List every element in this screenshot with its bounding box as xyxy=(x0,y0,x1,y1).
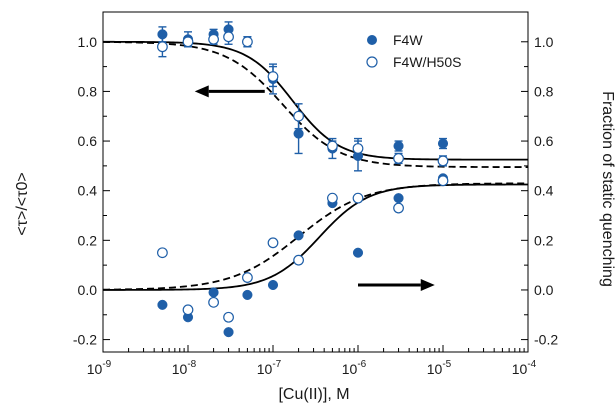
data-point-f4w-h50s-left xyxy=(327,140,338,152)
data-point-f4w-right xyxy=(223,327,234,338)
data-point-f4w-h50s-right xyxy=(327,192,338,204)
axis-ticks: 10-9 10-8 10-7 10-6 10-5 10-4 -0.2 -0.2 0.0 0.0 0.… xyxy=(73,34,558,377)
y-left-tick-label: 1.0 xyxy=(78,34,98,50)
legend-marker-f4w xyxy=(367,35,377,45)
x-tick-label: 10-8 xyxy=(172,359,197,377)
data-point-f4w-h50s-left xyxy=(157,41,168,53)
data-point-f4w-h50s-right xyxy=(393,202,404,214)
data-point-f4w-h50s-right xyxy=(182,304,194,316)
plot-border xyxy=(102,11,529,353)
x-tick-label: 10-9 xyxy=(87,359,112,377)
y-left-tick-label: -0.2 xyxy=(73,332,97,348)
x-tick-label: 10-6 xyxy=(342,359,367,377)
x-tick-label: 10-5 xyxy=(427,359,452,377)
data-point-f4w-h50s-left xyxy=(208,33,219,45)
y-left-tick-label: 0.0 xyxy=(78,282,98,298)
y-right-tick-label: 0.2 xyxy=(534,232,554,248)
y-right-tick-label: 0.4 xyxy=(534,183,554,199)
data-point-f4w-h50s-left xyxy=(223,31,234,43)
y-right-tick-label: -0.2 xyxy=(534,332,558,348)
data-point-f4w-right xyxy=(267,279,279,291)
legend: F4W F4W/H50S xyxy=(366,32,461,70)
plot-frame xyxy=(102,11,529,353)
data-point-f4w-right xyxy=(242,289,253,300)
x-axis-label: [Cu(II)], M xyxy=(278,386,349,403)
data-point-f4w-right xyxy=(293,230,304,241)
fit-curve-dashed-right xyxy=(102,182,528,291)
legend-label-f4w: F4W xyxy=(393,32,423,48)
data-point-f4w-h50s-left xyxy=(182,36,194,48)
x-tick-label: 10-4 xyxy=(512,359,537,377)
data-point-f4w-h50s-left xyxy=(437,155,449,167)
x-tick-label: 10-7 xyxy=(257,359,282,377)
data-point-f4w-h50s-left xyxy=(393,153,404,164)
data-point-f4w-h50s-right xyxy=(157,247,168,259)
data-point-f4w-right xyxy=(208,287,219,298)
y-left-tick-label: 0.8 xyxy=(78,83,98,99)
data-point-f4w-h50s-left xyxy=(293,110,304,122)
data-point-f4w-h50s-right xyxy=(352,192,364,204)
fit-curve-solid-left xyxy=(102,40,528,161)
data-point-f4w-h50s-left xyxy=(352,143,364,154)
data-point-f4w-h50s-right xyxy=(242,272,253,283)
data-point-f4w-right xyxy=(157,299,168,310)
y-right-tick-label: 1.0 xyxy=(534,34,554,50)
arrow-head-left xyxy=(194,85,209,98)
legend-marker-f4w-h50s xyxy=(366,56,378,68)
data-point-f4w-left xyxy=(393,140,404,152)
y-axis-label-right: Fraction of static quenching xyxy=(599,91,615,287)
y-right-tick-label: 0.6 xyxy=(534,133,554,149)
data-point-f4w-left xyxy=(293,128,304,139)
data-point-f4w-h50s-right xyxy=(208,296,219,308)
legend-label-f4w-h50s: F4W/H50S xyxy=(393,54,461,70)
data-point-f4w-h50s-right xyxy=(223,311,234,323)
data-point-f4w-h50s-right xyxy=(267,237,279,249)
y-right-tick-label: 0.8 xyxy=(534,83,554,99)
data-point-f4w-h50s-right xyxy=(437,175,449,187)
data-point-f4w-right xyxy=(393,193,404,204)
y-left-tick-label: 0.4 xyxy=(78,183,98,199)
fit-curves xyxy=(102,40,529,291)
data-point-f4w-right xyxy=(352,247,364,258)
y-left-tick-label: 0.2 xyxy=(78,232,98,248)
data-points xyxy=(157,21,449,338)
data-point-f4w-h50s-left xyxy=(242,36,253,48)
data-point-f4w-h50s-right xyxy=(293,254,304,266)
fit-curve-solid-right xyxy=(103,183,529,291)
arrow-head-right xyxy=(420,278,435,291)
y-axis-label-left: <τ>/<τ0> xyxy=(14,172,31,235)
fit-curve-dashed-left xyxy=(102,41,528,168)
y-right-tick-label: 0.0 xyxy=(534,282,554,298)
data-point-f4w-left xyxy=(437,138,449,149)
y-left-tick-label: 0.6 xyxy=(78,133,98,149)
data-point-f4w-h50s-left xyxy=(267,71,279,82)
direction-arrows xyxy=(194,85,435,291)
